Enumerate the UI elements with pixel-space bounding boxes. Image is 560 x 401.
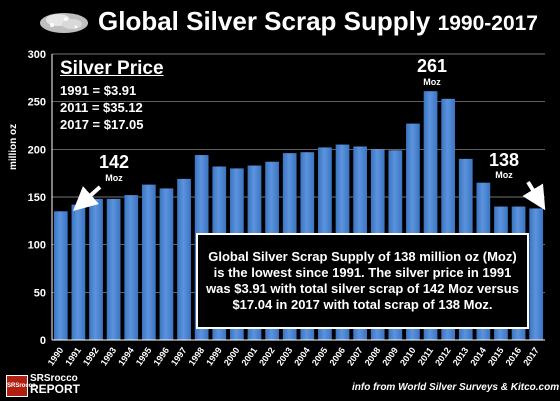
summary-note: Global Silver Scrap Supply of 138 millio…	[196, 233, 529, 329]
silver-price-box: Silver Price 1991 = $3.91 2011 = $35.12 …	[60, 58, 164, 133]
price-row-2017: 2017 = $17.05	[60, 117, 144, 132]
bar-1990	[53, 211, 68, 340]
y-tick-100: 100	[28, 240, 46, 252]
arrow-1991	[73, 185, 102, 211]
callout-2011-value: 261	[416, 56, 448, 76]
y-tick-250: 250	[28, 97, 46, 109]
bar-1994	[124, 195, 139, 340]
logo-line2: REPORT	[30, 382, 81, 396]
chart-title: Global Silver Scrap Supply 1990-2017	[98, 6, 538, 37]
srsrocco-logo-icon: SRSrocco	[6, 375, 36, 397]
price-box-heading: Silver Price	[60, 58, 164, 79]
logo-line1: SRSrocco	[30, 373, 78, 384]
arrow-2017	[522, 180, 546, 211]
title-years: 1990-2017	[437, 12, 538, 35]
y-tick-0: 0	[40, 335, 46, 347]
logo-wordmark: SRSrocco REPORT	[30, 373, 80, 395]
callout-1991-value: 142	[98, 152, 130, 172]
callout-2011-unit: Moz	[423, 77, 441, 87]
bar-2017	[529, 208, 544, 340]
callout-1991-unit: Moz	[105, 173, 123, 183]
bar-1992	[89, 198, 103, 340]
callout-2017-unit: Moz	[495, 170, 513, 180]
callout-2017-value: 138	[488, 150, 520, 170]
bar-1997	[177, 178, 191, 340]
price-row-2011: 2011 = $35.12	[60, 100, 143, 115]
price-row-1991: 1991 = $3.91	[60, 83, 137, 98]
y-tick-50: 50	[34, 287, 46, 299]
y-tick-150: 150	[28, 192, 46, 204]
source-credit: info from World Silver Surveys & Kitco.c…	[352, 382, 560, 393]
title-main: Global Silver Scrap Supply	[98, 6, 431, 36]
bar-1995	[141, 184, 156, 340]
summary-note-text: Global Silver Scrap Supply of 138 millio…	[206, 249, 519, 312]
y-tick-200: 200	[28, 144, 46, 156]
bar-1993	[106, 198, 121, 340]
bar-1991	[71, 204, 86, 340]
silver-granules-icon	[40, 13, 88, 33]
y-tick-300: 300	[28, 49, 46, 61]
bar-1996	[159, 188, 174, 340]
